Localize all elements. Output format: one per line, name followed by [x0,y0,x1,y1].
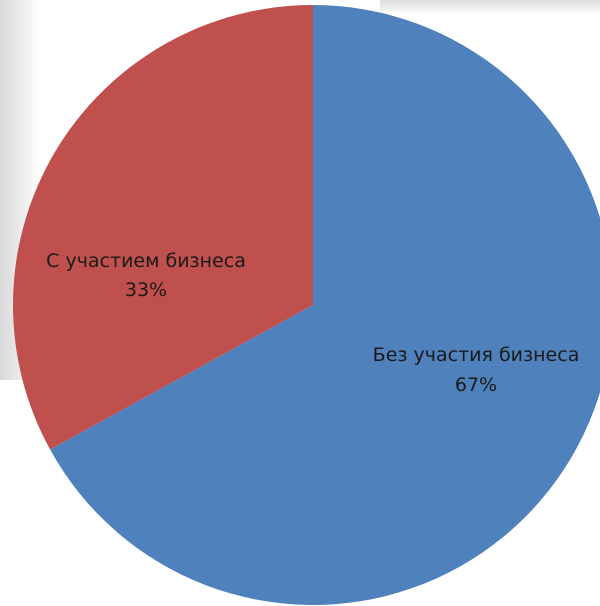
slice-label-with-business: С участием бизнеса [46,250,246,272]
slice-label-no-business: Без участия бизнеса [373,344,580,366]
slide-edge-top [380,0,600,14]
slice-percent-with-business: 33% [125,279,167,301]
pie-slice-no-business [50,5,600,605]
pie-slice-with-business [12,5,314,450]
slice-percent-no-business: 67% [455,374,497,396]
